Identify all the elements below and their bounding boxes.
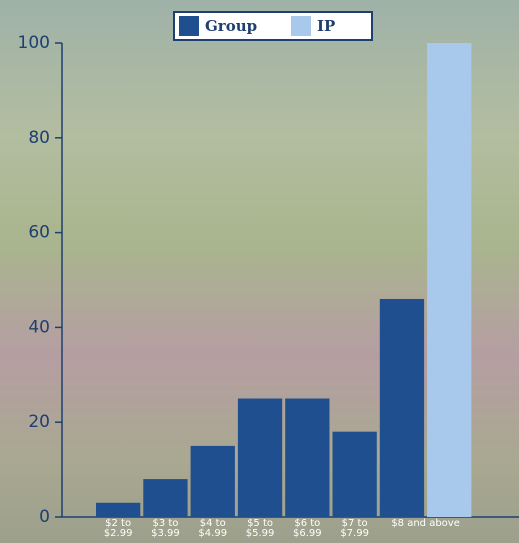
x-tick-label: $6 to $6.99 — [293, 518, 322, 539]
y-tick-label: 40 — [28, 317, 50, 337]
y-tick-label: 60 — [28, 223, 50, 243]
y-tick-label: 100 — [18, 33, 50, 53]
legend-label: Group — [205, 17, 257, 35]
bar — [237, 398, 283, 517]
legend-swatch — [291, 16, 311, 36]
bar — [190, 445, 235, 517]
bar — [379, 298, 425, 517]
legend-swatch — [179, 16, 199, 36]
bar — [332, 431, 377, 517]
x-tick-label: $7 to $7.99 — [340, 518, 369, 539]
x-tick-label: $3 to $3.99 — [151, 518, 180, 539]
y-tick-label: 0 — [39, 507, 50, 527]
bar — [143, 479, 188, 517]
legend-box — [173, 11, 373, 41]
x-tick-label: $2 to $2.99 — [103, 518, 133, 539]
x-tick-label: $4 to $4.99 — [198, 518, 228, 539]
bar — [285, 398, 330, 517]
x-tick-label: $8 and above — [391, 518, 460, 529]
x-tick-label: $5 to $5.99 — [245, 518, 275, 539]
bar — [427, 43, 472, 517]
legend-label: IP — [317, 17, 335, 35]
y-tick-label: 20 — [28, 412, 50, 432]
bar — [96, 502, 141, 517]
y-tick-label: 80 — [28, 128, 50, 148]
